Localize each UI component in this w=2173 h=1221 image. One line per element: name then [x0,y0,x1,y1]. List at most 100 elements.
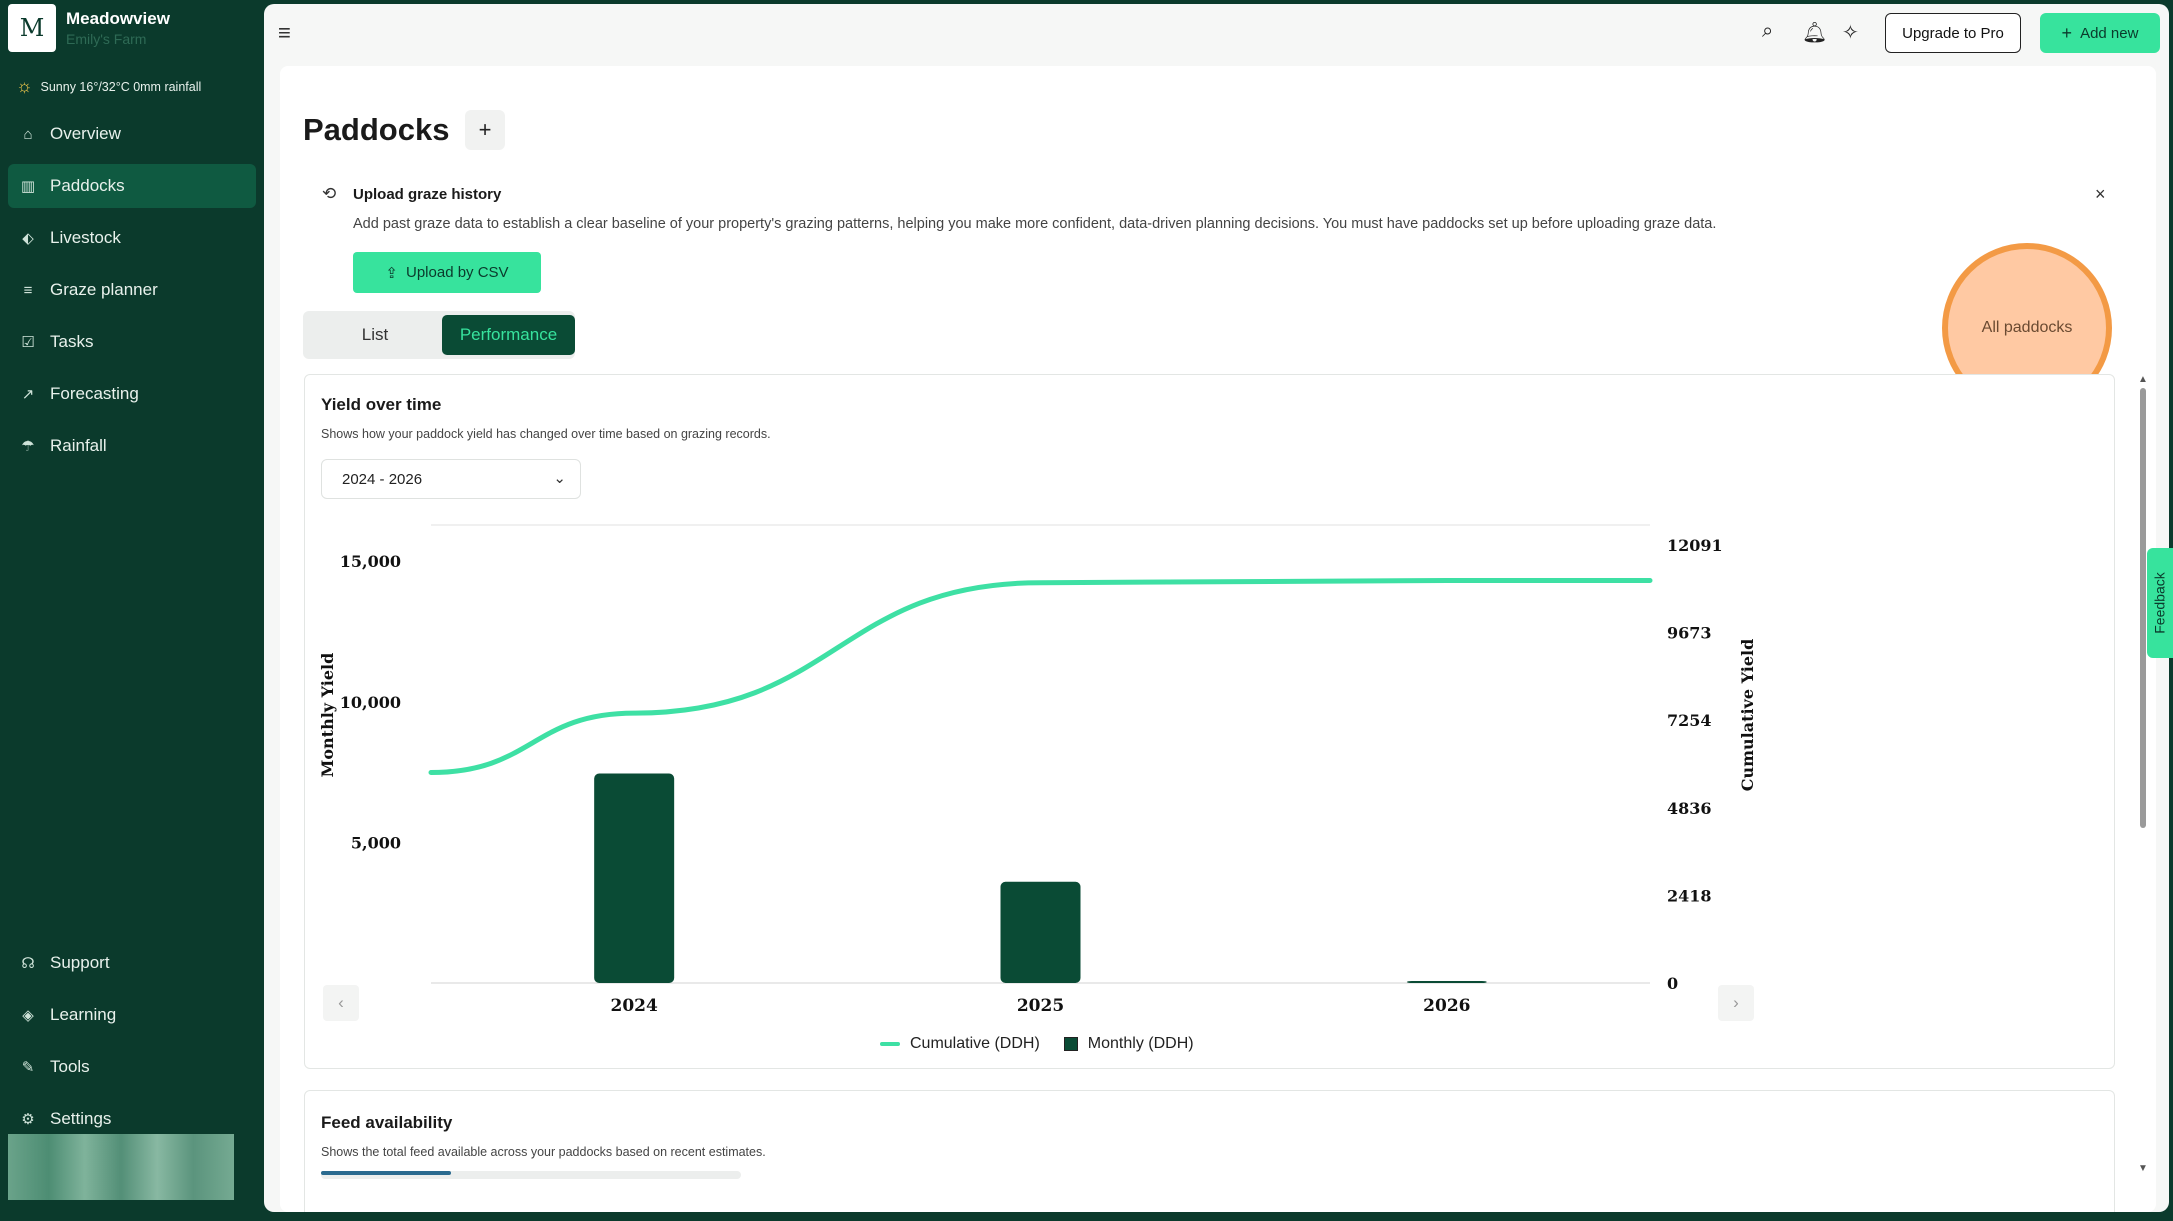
graduation-icon: ◈ [22,1007,34,1024]
nav-label: Paddocks [50,176,125,195]
nav-item-paddocks[interactable]: ▥ Paddocks [8,164,256,208]
main-panel: ≡ ⌕ 🔔︎ ✧ Upgrade to Pro + Add new Paddoc… [264,4,2169,1212]
main-nav: ⌂ Overview ▥ Paddocks ⬖ Livestock ≡ Graz… [8,112,256,476]
legend-monthly[interactable]: Monthly (DDH) [1087,1035,1194,1052]
chart-prev-button[interactable]: ‹ [323,985,359,1021]
nav-label: Tasks [50,332,94,351]
nav-item-tasks[interactable]: ☑ Tasks [8,320,256,364]
left-tick-1: 10,000 [340,693,401,712]
gear-icon: ⚙ [21,1111,35,1128]
feed-tabs-partial[interactable] [321,1171,741,1179]
add-paddock-button[interactable]: + [465,110,505,150]
sidebar: M Meadowview Emily's Farm ☼ Sunny 16°/32… [0,0,264,1221]
nav-label: Tools [50,1057,90,1076]
x-tick-2026: 2026 [1423,996,1470,1016]
chart-icon: ↗ [21,386,35,403]
chart-bar-2026 [1406,981,1487,983]
weather-text: Sunny 16°/32°C 0mm rainfall [40,79,202,94]
chart-legend: Cumulative (DDH) Monthly (DDH) [880,1035,1194,1053]
wrench-icon: ✎ [21,1059,35,1076]
year-range-select[interactable]: 2024 - 2026 ⌄ [321,459,581,499]
nav-item-support[interactable]: ☊ Support [8,941,256,985]
card-title: Feed availability [321,1113,453,1132]
user-profile-blurred[interactable] [8,1134,234,1200]
bell-icon[interactable]: 🔔︎ [1802,22,1828,44]
right-tick-2: 4836 [1667,799,1712,818]
nav-label: Overview [50,124,121,143]
hamburger-menu-icon[interactable]: ≡ [278,20,291,45]
legend-bar-swatch [1063,1037,1078,1051]
scroll-up-arrow[interactable]: ▲ [2138,374,2148,385]
feedback-tab[interactable]: Feedback [2147,548,2173,658]
nav-item-graze-planner[interactable]: ≡ Graze planner [8,268,256,312]
nav-item-overview[interactable]: ⌂ Overview [8,112,256,156]
nav-item-rainfall[interactable]: ☂ Rainfall [8,424,256,468]
search-icon[interactable]: ⌕ [1762,20,1774,42]
nav-label: Livestock [50,228,121,247]
right-tick-5: 12091 [1667,536,1723,555]
scrollbar-thumb[interactable] [2140,388,2146,828]
yield-chart: 2024 2025 2026 5,000 10,000 15,000 0 2418 4836 72… [318,524,1757,1016]
sun-icon: ☼ [16,76,33,96]
chart-next-button[interactable]: › [1718,985,1754,1021]
yield-over-time-card: Yield over time Shows how your paddock y… [304,374,2115,1069]
left-tick-2: 15,000 [340,552,401,571]
rain-icon: ☂ [21,438,35,455]
card-subtitle: Shows the total feed available across yo… [321,1145,766,1159]
tag-icon: ⬖ [22,230,34,247]
nav-label: Support [50,953,110,972]
tab-performance[interactable]: Performance [442,315,575,355]
add-new-button[interactable]: + Add new [2040,13,2160,53]
page-content: Paddocks + ⟲ Upload graze history Add pa… [280,66,2156,1212]
nav-item-settings[interactable]: ⚙ Settings [8,1097,256,1141]
farm-name: Meadowview [66,9,170,28]
chart-cumulative-line [428,578,1653,775]
upload-csv-label: Upload by CSV [406,264,509,281]
paddocks-icon: ▥ [20,178,36,195]
y-axis-label-left: Monthly Yield [318,653,337,778]
chart-bar-2025 [1000,881,1081,983]
nav-item-learning[interactable]: ◈ Learning [8,993,256,1037]
planner-icon: ≡ [23,281,33,299]
year-range-value: 2024 - 2026 [342,470,423,488]
farm-switcher[interactable]: M Meadowview Emily's Farm [8,4,170,52]
left-tick-0: 5,000 [351,833,401,852]
nav-item-tools[interactable]: ✎ Tools [8,1045,256,1089]
x-tick-2025: 2025 [1017,996,1064,1016]
chart-bar-2024 [594,773,675,983]
feed-availability-card: Feed availability Shows the total feed a… [304,1090,2115,1212]
secondary-nav: ☊ Support ◈ Learning ✎ Tools ⚙ Settings [8,941,256,1149]
sparkle-icon[interactable]: ✧ [1842,22,1859,44]
nav-label: Graze planner [50,280,158,299]
right-tick-0: 0 [1667,974,1678,993]
upload-graze-title: Upload graze history [353,186,502,203]
history-icon: ⟲ [322,184,337,203]
x-tick-2024: 2024 [611,996,658,1016]
right-tick-3: 7254 [1667,711,1712,730]
right-tick-1: 2418 [1667,886,1712,905]
close-icon[interactable]: × [2095,184,2106,204]
upload-graze-description: Add past graze data to establish a clear… [353,216,1717,232]
tab-list[interactable]: List [361,325,389,344]
checkbox-icon: ☑ [21,334,35,351]
nav-label: Forecasting [50,384,139,403]
legend-line-swatch [880,1042,900,1046]
upload-icon: ⇪ [385,264,398,282]
farm-owner: Emily's Farm [66,31,147,47]
upload-csv-button[interactable]: ⇪ Upload by CSV [353,252,541,293]
view-toggle: List Performance [303,311,575,359]
upgrade-to-pro-button[interactable]: Upgrade to Pro [1885,13,2021,53]
headset-icon: ☊ [21,955,35,972]
chevron-down-icon: ⌄ [553,470,566,487]
legend-cumulative[interactable]: Cumulative (DDH) [910,1035,1040,1052]
scroll-down-arrow[interactable]: ▼ [2138,1163,2148,1174]
card-subtitle: Shows how your paddock yield has changed… [321,427,771,441]
home-icon: ⌂ [23,125,33,143]
right-tick-4: 9673 [1667,624,1712,643]
nav-item-livestock[interactable]: ⬖ Livestock [8,216,256,260]
feedback-label: Feedback [2152,572,2169,634]
nav-item-forecasting[interactable]: ↗ Forecasting [8,372,256,416]
top-bar: ≡ ⌕ 🔔︎ ✧ Upgrade to Pro + Add new [264,4,2169,66]
chevron-left-icon: ‹ [338,993,344,1012]
add-new-label: Add new [2080,24,2139,42]
